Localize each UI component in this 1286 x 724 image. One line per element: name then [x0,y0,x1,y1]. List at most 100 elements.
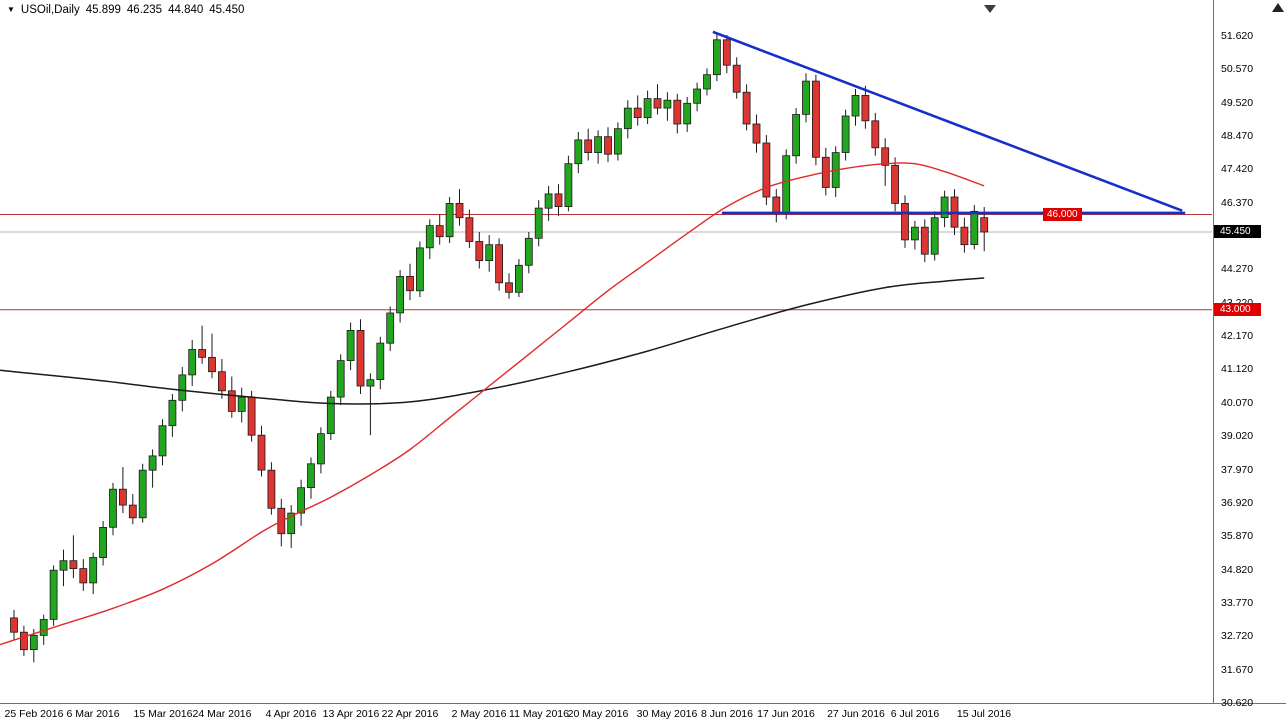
candle-down [554,193,563,207]
candle-up [346,329,355,361]
time-axis-label: 30 May 2016 [636,708,698,720]
candle-down [495,244,504,284]
time-axis-label: 15 Mar 2016 [133,708,193,720]
candle-down [198,349,207,358]
time-axis-label: 22 Apr 2016 [381,708,439,720]
candle-down [69,560,78,570]
candle-down [356,329,365,387]
candle-up [138,469,147,519]
candle-up [336,360,345,398]
symbol-period-label: USOil,Daily [20,4,80,16]
candle-down [128,504,137,519]
trendline-descending[interactable] [712,30,1183,212]
candle-up [940,196,949,219]
price-axis-label: 31.670 [1221,664,1254,676]
scale-corner-marker-icon [1272,3,1284,12]
candle-down [920,226,929,255]
candle-up [703,74,711,90]
price-axis-label: 39.020 [1221,430,1254,442]
price-axis-label: 32.720 [1221,630,1254,642]
candle-up [970,210,979,246]
candle-up [574,139,583,165]
candle-up [683,102,692,125]
time-axis-label: 15 Jul 2016 [956,708,1012,720]
candle-up [792,114,800,157]
ma-fast-red-line[interactable] [0,162,985,646]
candle-up [802,80,810,115]
price-axis-label: 48.470 [1221,130,1254,142]
candle-up [297,487,306,514]
candle-up [930,217,939,255]
candle-down [881,147,890,166]
price-axis-label: 47.420 [1221,163,1254,175]
price-axis-label: 51.620 [1221,30,1254,42]
candle-down [752,123,761,144]
candle-up [782,155,791,214]
candle-up [59,560,68,571]
time-axis-label: 11 May 2016 [509,708,569,720]
price-axis-label: 44.270 [1221,263,1254,275]
candle-down [772,196,781,214]
time-axis-label: 8 Jun 2016 [701,708,753,720]
candle-down [732,64,741,93]
current-price-badge: 45.450 [1214,225,1261,238]
candle-down [604,136,612,155]
candle-up [713,39,721,76]
candle-down [505,282,513,293]
time-axis-label: 4 Apr 2016 [265,708,317,720]
candle-down [406,275,414,292]
candle-down [465,217,474,242]
candle-up [326,396,335,435]
candle-down [247,396,256,436]
price-axis-label: 35.870 [1221,530,1254,542]
candle-up [376,342,385,381]
price-axis-label: 36.920 [1221,497,1254,509]
price-axis-label: 37.970 [1221,464,1254,476]
candle-down [812,80,820,158]
level-price-badge: 46.000 [1043,208,1082,221]
time-axis-label: 27 Jun 2016 [827,708,885,720]
chart-shift-marker-icon[interactable] [984,5,996,13]
candle-up [396,275,405,314]
candle-down [980,217,989,233]
candles [10,33,989,663]
symbol-collapse-icon[interactable]: ▼ [7,5,15,14]
time-axis-label: 2 May 2016 [451,708,507,720]
candle-up [29,634,38,650]
ohlc-high: 46.235 [126,4,163,16]
candle-down [891,164,899,204]
candle-down [227,390,236,412]
candle-up [237,396,246,412]
candle-down [722,39,731,66]
candle-down [10,617,18,633]
candle-up [109,488,117,528]
candle-up [841,115,850,153]
price-axis-label: 30.620 [1221,697,1254,709]
candle-up [316,433,325,465]
candle-up [524,237,533,266]
candle-down [901,202,909,241]
candle-down [653,98,662,109]
time-axis-label: 20 May 2016 [567,708,629,720]
candle-up [643,98,652,119]
candle-up [534,207,543,239]
time-axis-label: 6 Mar 2016 [66,708,120,720]
chart-title: ▼ USOil,Daily 45.899 46.235 44.840 45.45… [7,4,244,16]
candle-down [435,225,444,238]
candle-up [415,247,424,292]
candle-down [79,568,88,584]
candle-up [614,128,622,155]
ma-slow-black-line[interactable] [0,277,985,405]
candle-up [425,225,434,249]
candle-up [515,264,523,293]
time-axis-label: 13 Apr 2016 [322,708,380,720]
candle-up [287,512,296,535]
candle-up [623,107,632,130]
price-axis-label: 40.070 [1221,397,1254,409]
time-axis-label: 24 Mar 2016 [192,708,252,720]
ohlc-low: 44.840 [168,4,204,16]
price-axis-label: 50.570 [1221,63,1254,75]
candle-down [455,202,464,219]
